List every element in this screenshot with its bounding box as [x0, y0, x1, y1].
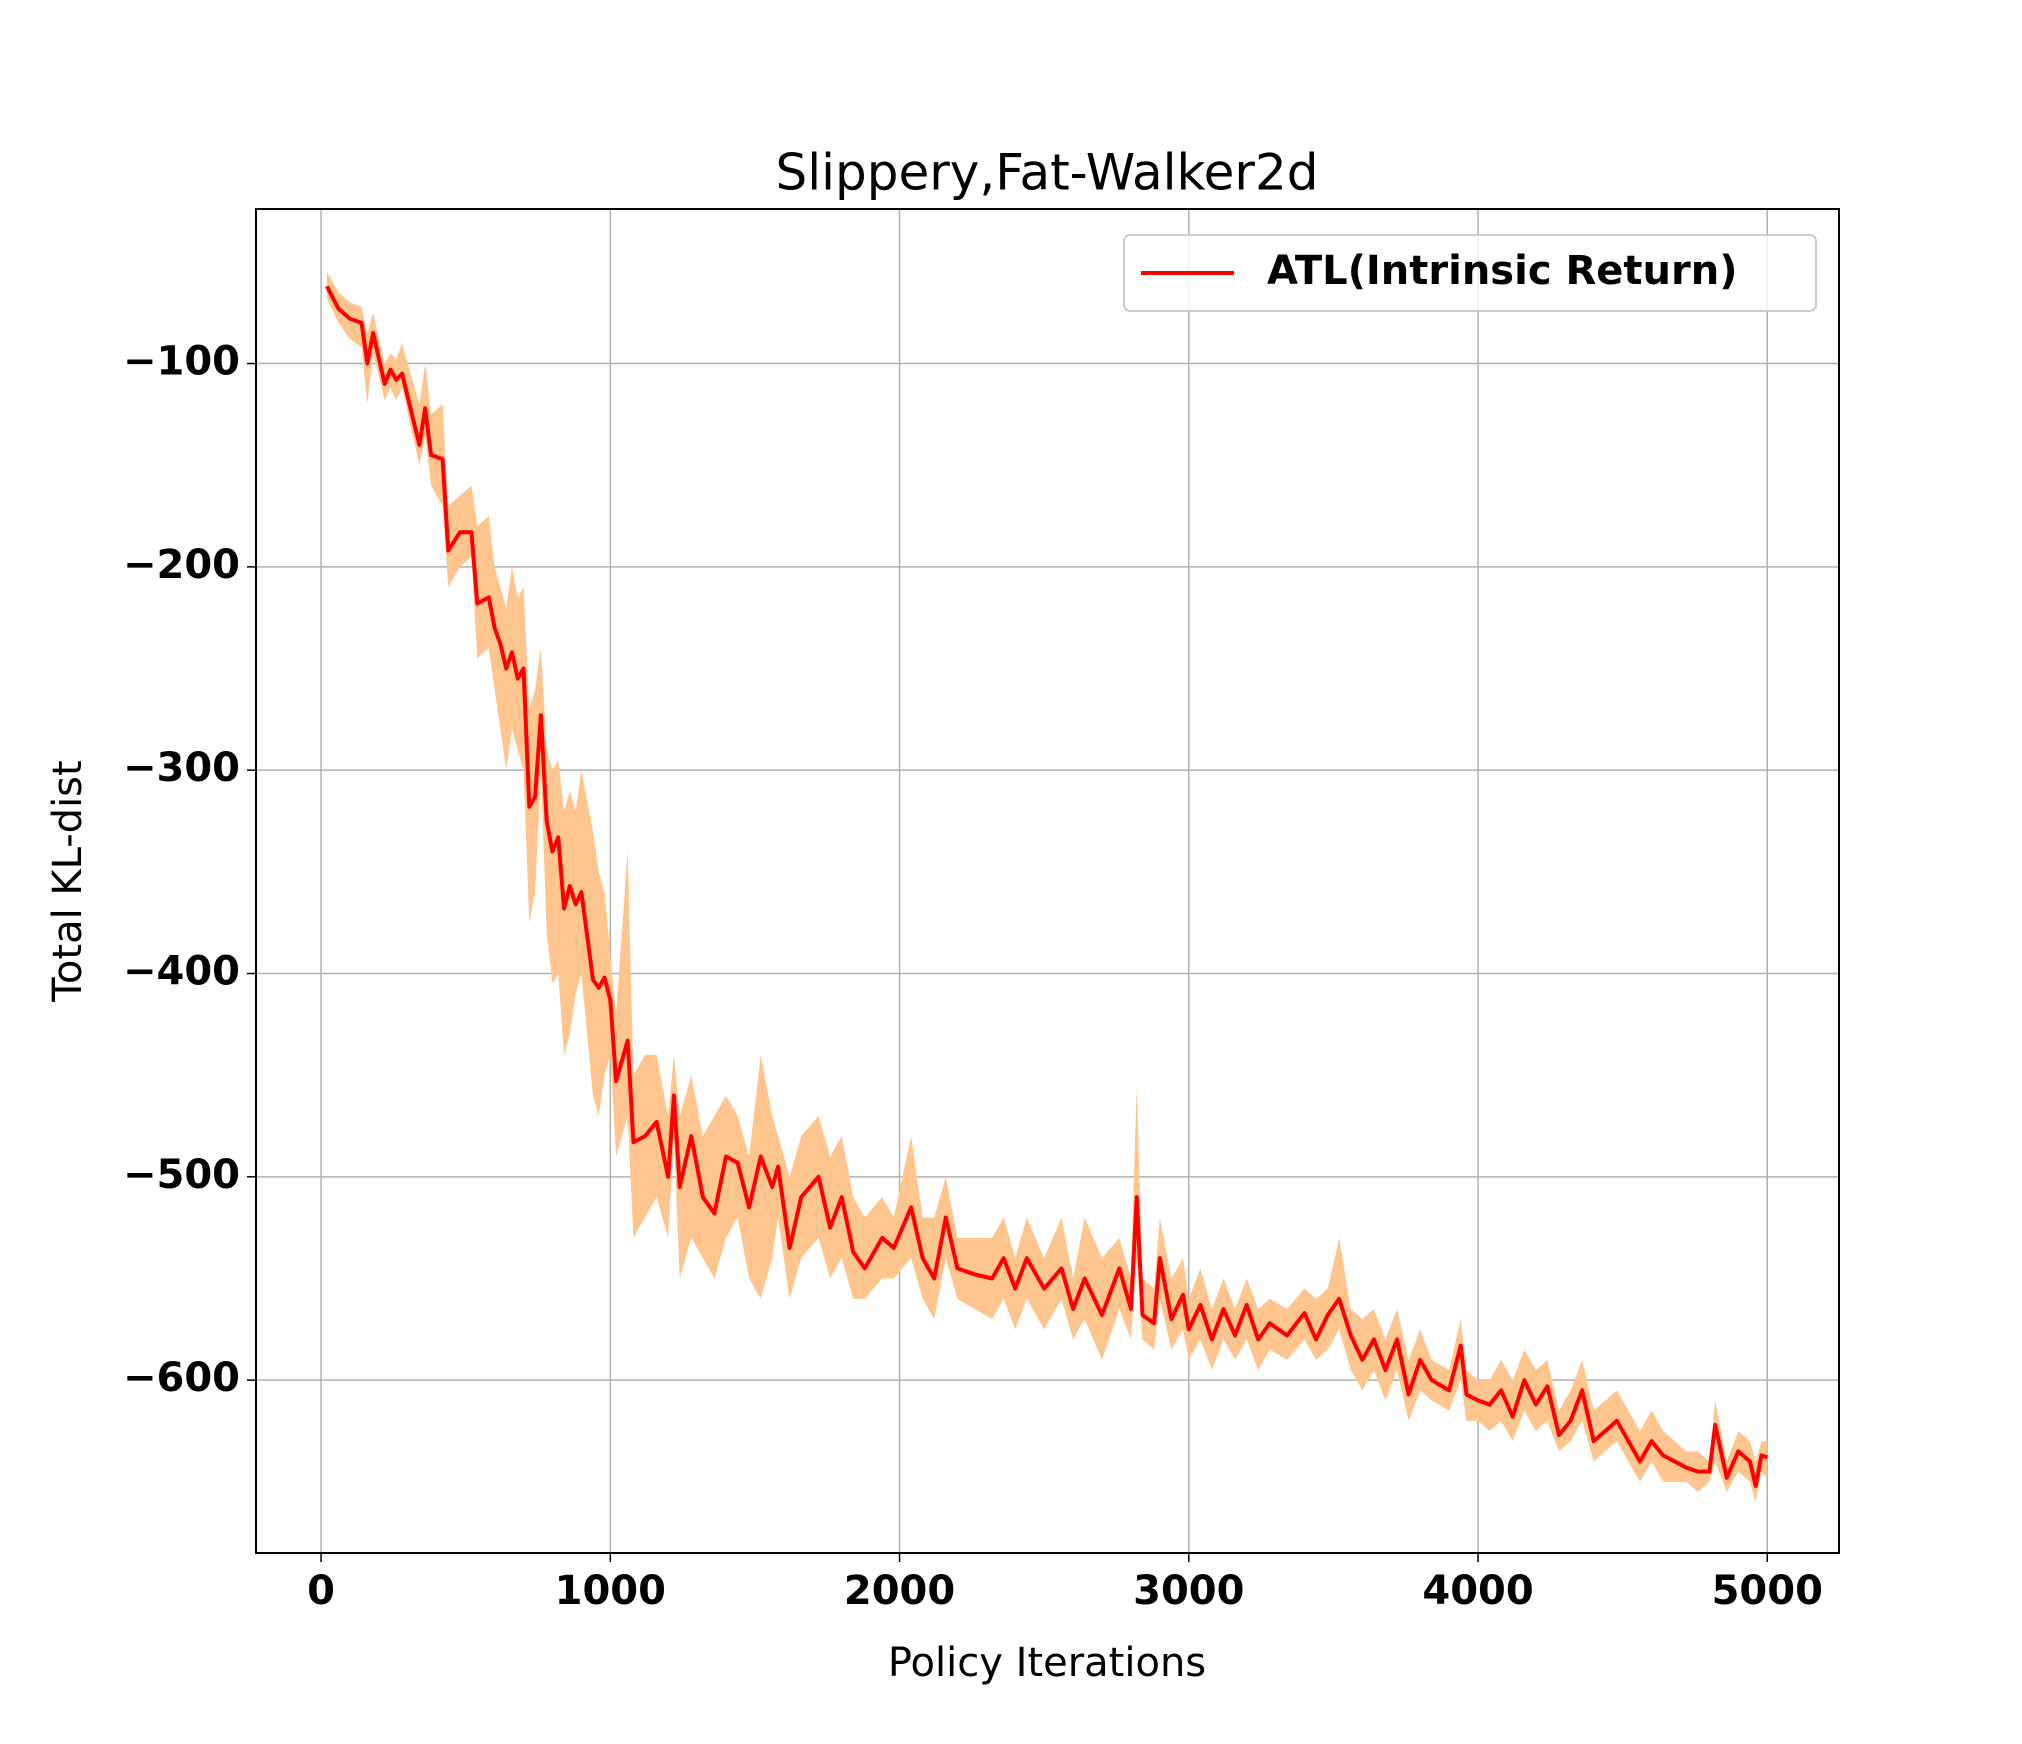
- x-tick-label: 3000: [1133, 1568, 1244, 1614]
- y-tick-label: −400: [123, 949, 240, 995]
- y-tick-label: −300: [123, 745, 240, 791]
- x-tick-label: 5000: [1712, 1568, 1823, 1614]
- x-tick-label: 1000: [555, 1568, 666, 1614]
- x-tick-label: 4000: [1422, 1568, 1533, 1614]
- chart-title: Slippery,Fat-Walker2d: [775, 144, 1318, 202]
- band: [326, 272, 1768, 1503]
- line: [325, 285, 1768, 1488]
- y-tick-label: −100: [123, 339, 240, 385]
- plot-frame: [255, 208, 1840, 1554]
- y-tick-label: −500: [123, 1152, 240, 1198]
- legend-box: [1123, 234, 1817, 312]
- x-axis-label: Policy Iterations: [888, 1640, 1206, 1686]
- y-tick-label: −600: [123, 1355, 240, 1401]
- x-tick-label: 2000: [844, 1568, 955, 1614]
- legend-label: ATL(Intrinsic Return): [1267, 248, 1737, 294]
- plot-area: 0 1000 2000 3000 4000 5000 −600 −500 −400 −300 −20…: [123, 208, 1840, 1614]
- y-axis-label: Total KL-dist: [45, 760, 91, 1002]
- y-tick-label: −200: [123, 542, 240, 588]
- x-tick-label: 0: [307, 1568, 335, 1614]
